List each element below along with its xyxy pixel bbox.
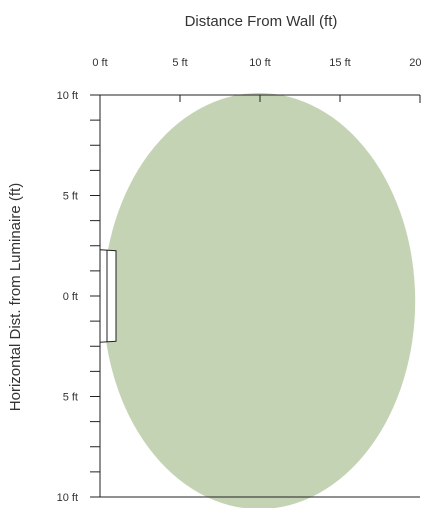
- luminaire: [99, 249, 117, 343]
- plot-area: [99, 93, 421, 508]
- x-tick-label: 10 ft: [249, 57, 270, 69]
- y-axis: 10 ft 5 ft 0 ft 5 ft 10 ft: [57, 90, 100, 504]
- y-tick-label: 10 ft: [57, 90, 78, 102]
- y-tick-label: 0 ft: [63, 291, 78, 303]
- illuminated-area: [103, 93, 416, 508]
- y-tick-label: 10 ft: [57, 492, 78, 504]
- luminaire-body: [99, 249, 117, 343]
- x-tick-label: 0 ft: [92, 57, 107, 69]
- x-tick-label: 20 ft: [409, 57, 422, 69]
- x-axis: 0 ft 5 ft 10 ft 15 ft 20 ft: [92, 57, 422, 102]
- y-tick-label: 5 ft: [63, 392, 78, 404]
- x-tick-label: 15 ft: [329, 57, 350, 69]
- chart-title: Distance From Wall (ft): [185, 13, 338, 30]
- y-axis-title: Horizontal Dist. from Luminaire (ft): [7, 183, 24, 411]
- y-tick-label: 5 ft: [63, 191, 78, 203]
- x-tick-label: 5 ft: [172, 57, 187, 69]
